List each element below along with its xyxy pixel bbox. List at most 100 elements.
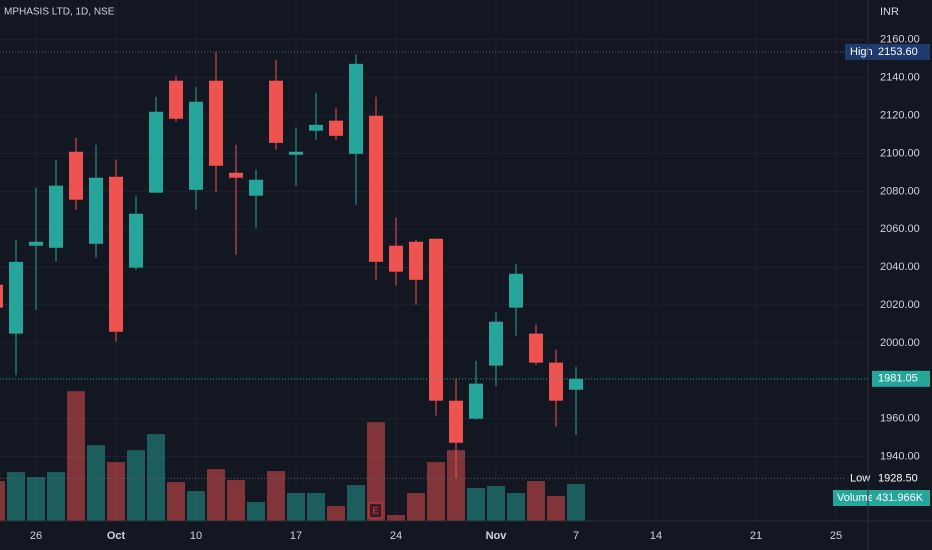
- volume-bar: [107, 462, 125, 521]
- marker-value-bg: [872, 370, 930, 387]
- candle-body: [0, 284, 3, 308]
- candle-body: [549, 362, 563, 401]
- volume-bar: [507, 493, 525, 521]
- y-tick-label: 2060.00: [880, 223, 920, 235]
- candle-body: [229, 172, 243, 178]
- marker-value: 2153.60: [878, 46, 918, 58]
- x-tick-label: 14: [650, 530, 662, 542]
- y-tick-label: 2040.00: [880, 261, 920, 273]
- marker-value: 1928.50: [878, 472, 918, 484]
- volume-bar: [187, 491, 205, 521]
- volume-bar: [367, 422, 385, 521]
- volume-bar: [387, 515, 405, 521]
- marker-name: Low: [850, 472, 870, 484]
- volume-bar: [407, 493, 425, 521]
- marker-name: High: [850, 46, 873, 58]
- volume-bar: [207, 469, 225, 521]
- candle-body: [209, 80, 223, 166]
- candle-body: [29, 241, 43, 246]
- x-tick-label: 7: [573, 530, 579, 542]
- volume-bar: [287, 493, 305, 521]
- earnings-label: E: [372, 505, 378, 515]
- candle-body: [469, 383, 483, 419]
- candle-body: [289, 151, 303, 155]
- volume-bar: [147, 434, 165, 521]
- volume-bar: [327, 506, 345, 521]
- y-tick-label: 2080.00: [880, 185, 920, 197]
- candles: [0, 51, 583, 479]
- candle-body: [449, 400, 463, 443]
- marker-value: 1981.05: [878, 373, 918, 385]
- candle-body: [109, 176, 123, 332]
- overlay: High 2153.60 Low 1928.50 1981.05 Volume 431.96…: [0, 43, 930, 519]
- volume-bar: [87, 445, 105, 521]
- candle-body: [269, 80, 283, 143]
- candle-body: [329, 120, 343, 136]
- volume-bar: [127, 450, 145, 521]
- candle-body: [189, 101, 203, 190]
- volume-bar: [0, 481, 5, 521]
- x-tick-label: 24: [390, 530, 402, 542]
- volume-bar: [67, 391, 85, 521]
- grid: [0, 0, 868, 521]
- candle-body: [169, 80, 183, 119]
- x-tick-label: 25: [830, 530, 842, 542]
- x-tick-label: Oct: [107, 530, 126, 542]
- x-tick-label: 10: [190, 530, 202, 542]
- candle-body: [369, 115, 383, 262]
- volume-bar: [447, 450, 465, 521]
- x-tick-label: 26: [30, 530, 42, 542]
- volume-bar: [567, 484, 585, 521]
- y-tick-label: 1940.00: [880, 450, 920, 462]
- volume-bar: [227, 480, 245, 521]
- x-tick-label: Nov: [486, 530, 508, 542]
- volume-bar: [467, 488, 485, 521]
- y-tick-label: 2100.00: [880, 147, 920, 159]
- volume-bar: [247, 502, 265, 521]
- volume-bar: [547, 496, 565, 521]
- volume-bar: [487, 486, 505, 521]
- volume-name-bg: [833, 490, 873, 506]
- candle-body: [69, 151, 83, 200]
- candle-body: [509, 273, 523, 308]
- x-tick-label: 21: [750, 530, 762, 542]
- candle-body: [49, 185, 63, 248]
- candle-body: [309, 124, 323, 131]
- candle-body: [9, 261, 23, 334]
- candle-body: [389, 245, 403, 272]
- candle-body: [89, 177, 103, 244]
- candle-body: [249, 179, 263, 196]
- volume-value-bg: [872, 490, 930, 506]
- candle-body: [569, 378, 583, 390]
- volume-bar: [427, 462, 445, 521]
- candle-body: [409, 241, 423, 280]
- candle-body: [129, 213, 143, 268]
- candle-body: [149, 111, 163, 193]
- volume-bar: [307, 493, 325, 521]
- y-tick-label: 2140.00: [880, 72, 920, 84]
- candle-body: [349, 63, 363, 154]
- volume-bar: [47, 472, 65, 521]
- candle-body: [489, 321, 503, 366]
- volume-bar: [27, 477, 45, 521]
- y-tick-label: 2020.00: [880, 299, 920, 311]
- chart-title: MPHASIS LTD, 1D, NSE: [4, 7, 115, 18]
- axis: 2160.00 2140.00 2120.00 2100.00 2080.00 2060.…: [30, 34, 920, 542]
- x-tick-label: 17: [290, 530, 302, 542]
- y-tick-label: 2000.00: [880, 337, 920, 349]
- y-tick-label: 2160.00: [880, 34, 920, 46]
- volume-bar: [347, 485, 365, 521]
- earnings-icon: [368, 502, 383, 519]
- volume-pane: [0, 391, 585, 521]
- marker-value-bg: [872, 470, 930, 487]
- candle-body: [529, 333, 543, 363]
- volume-bar: [527, 481, 545, 521]
- volume-value: 431.966K: [876, 492, 924, 504]
- marker-value-bg: [872, 43, 930, 60]
- volume-name: Volume: [837, 492, 874, 504]
- candle-body: [429, 238, 443, 401]
- currency: INR: [880, 6, 899, 18]
- volume-bar: [7, 472, 25, 521]
- y-tick-label: 2120.00: [880, 109, 920, 121]
